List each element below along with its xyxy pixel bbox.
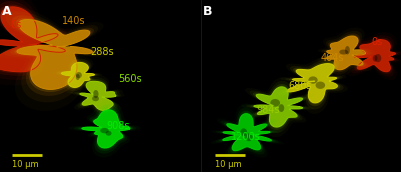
Polygon shape (286, 63, 338, 104)
Text: 0s: 0s (10, 20, 21, 30)
Polygon shape (216, 108, 279, 156)
Polygon shape (14, 18, 94, 92)
Text: 404s: 404s (321, 53, 344, 63)
Polygon shape (17, 19, 93, 89)
Polygon shape (287, 64, 337, 103)
Text: 10 μm: 10 μm (12, 160, 38, 169)
Ellipse shape (270, 99, 280, 107)
Polygon shape (354, 40, 395, 72)
Polygon shape (80, 109, 131, 149)
Ellipse shape (279, 104, 284, 112)
Text: A: A (2, 5, 12, 18)
Polygon shape (0, 0, 76, 80)
Text: 560s: 560s (118, 74, 142, 84)
Polygon shape (59, 61, 97, 89)
Polygon shape (351, 37, 398, 74)
Ellipse shape (76, 72, 82, 78)
Text: 288s: 288s (90, 47, 114, 57)
Ellipse shape (76, 74, 80, 80)
Ellipse shape (316, 82, 325, 89)
Ellipse shape (339, 50, 348, 55)
Polygon shape (57, 59, 99, 91)
Polygon shape (250, 84, 306, 130)
Polygon shape (278, 58, 344, 109)
Polygon shape (74, 77, 121, 115)
Polygon shape (223, 114, 271, 151)
Polygon shape (0, 4, 67, 73)
Polygon shape (353, 39, 397, 73)
Polygon shape (221, 112, 273, 152)
Polygon shape (321, 31, 372, 75)
Polygon shape (79, 80, 117, 111)
Polygon shape (10, 15, 97, 96)
Polygon shape (219, 111, 275, 153)
Text: 908s: 908s (106, 121, 130, 131)
Text: 0s: 0s (371, 37, 382, 47)
Polygon shape (0, 7, 65, 72)
Text: 984s: 984s (257, 105, 280, 115)
Polygon shape (247, 81, 310, 133)
Polygon shape (283, 61, 340, 106)
Polygon shape (74, 104, 136, 154)
Polygon shape (77, 79, 119, 112)
Polygon shape (61, 62, 94, 87)
Ellipse shape (245, 133, 253, 141)
Ellipse shape (93, 90, 99, 98)
Ellipse shape (308, 76, 318, 84)
Polygon shape (0, 1, 71, 76)
Polygon shape (326, 36, 365, 70)
Ellipse shape (373, 55, 377, 62)
Polygon shape (347, 35, 401, 77)
Ellipse shape (345, 46, 350, 55)
Ellipse shape (375, 54, 381, 62)
Text: 680s: 680s (289, 81, 312, 91)
Polygon shape (82, 110, 130, 148)
Text: 140s: 140s (62, 17, 86, 26)
Polygon shape (254, 87, 303, 127)
Ellipse shape (100, 128, 109, 133)
Polygon shape (61, 62, 95, 88)
Polygon shape (78, 107, 133, 151)
Polygon shape (80, 81, 116, 110)
Text: B: B (203, 5, 212, 18)
Text: 10 μm: 10 μm (215, 160, 241, 169)
Polygon shape (324, 34, 369, 72)
Ellipse shape (92, 96, 99, 101)
Polygon shape (252, 86, 304, 128)
Ellipse shape (105, 131, 111, 136)
Ellipse shape (240, 128, 247, 136)
Text: 1200s: 1200s (231, 132, 260, 142)
Polygon shape (326, 35, 367, 71)
Polygon shape (3, 11, 101, 102)
